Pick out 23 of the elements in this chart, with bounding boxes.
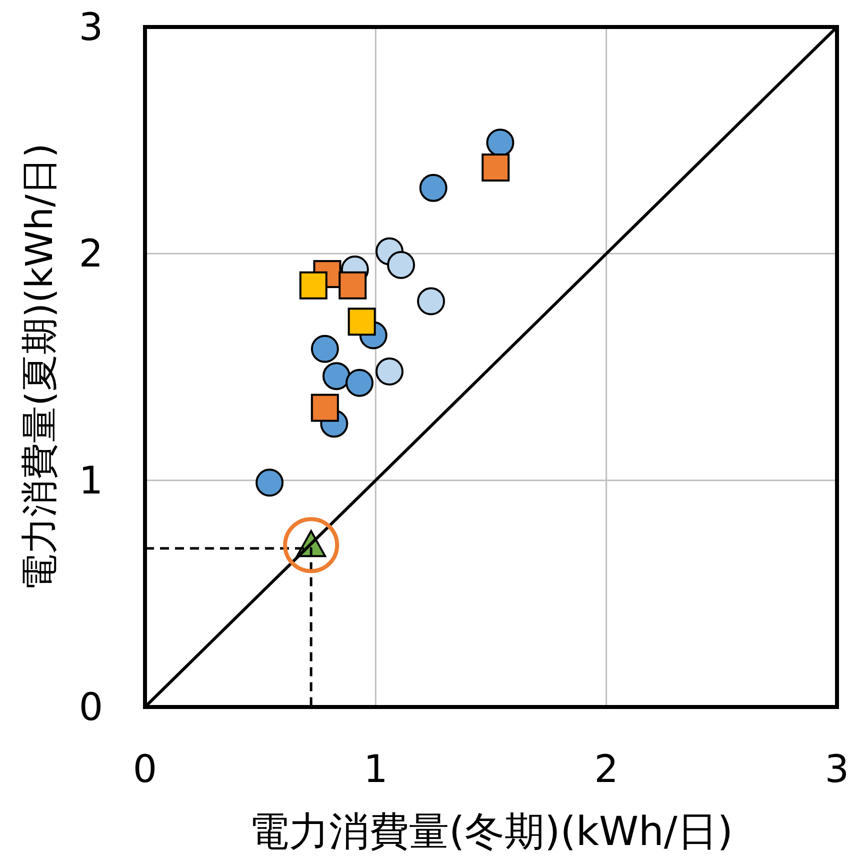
point <box>346 368 374 397</box>
point <box>310 334 339 363</box>
y-axis-title: 電力消費量(夏期)(kWh/日) <box>18 143 61 591</box>
point <box>376 358 404 386</box>
point <box>299 271 328 300</box>
point <box>419 174 448 202</box>
x-tick-label: 2 <box>594 747 618 791</box>
point <box>338 271 367 300</box>
point <box>256 468 284 497</box>
point <box>417 287 446 316</box>
y-tick-label: 0 <box>78 685 103 729</box>
x-tick-label: 0 <box>132 747 158 791</box>
y-tick-label: 3 <box>78 5 103 49</box>
point <box>482 154 510 182</box>
x-tick-label: 3 <box>824 747 850 791</box>
y-tick-label: 2 <box>78 232 103 276</box>
x-axis-title: 電力消費量(冬期)(kWh/日) <box>249 809 733 855</box>
point <box>310 394 339 422</box>
point <box>387 251 416 279</box>
point <box>322 362 350 390</box>
point <box>348 308 376 336</box>
x-tick-label: 1 <box>364 747 388 791</box>
y-tick-label: 1 <box>78 458 103 502</box>
